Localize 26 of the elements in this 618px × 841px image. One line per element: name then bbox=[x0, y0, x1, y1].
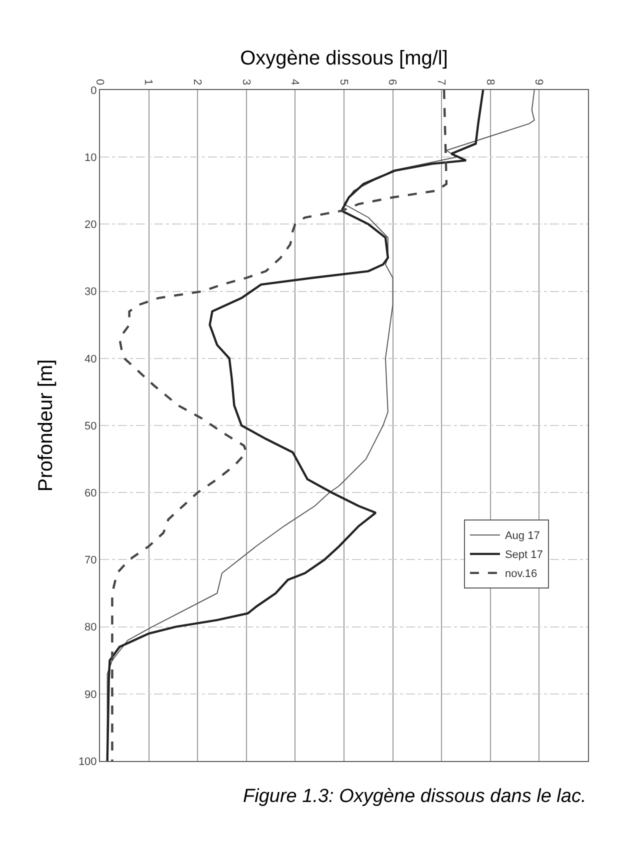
x-tick-label: 4 bbox=[288, 79, 301, 86]
x-tick-label: 7 bbox=[435, 79, 448, 86]
legend-label: Sept 17 bbox=[504, 549, 543, 562]
x-tick-label: 5 bbox=[337, 79, 350, 86]
legend-label: nov.16 bbox=[504, 568, 538, 580]
y-axis-title: Profondeur [m] bbox=[34, 359, 57, 492]
y-tick-label: 70 bbox=[84, 554, 97, 567]
x-tick-label: 6 bbox=[386, 79, 398, 86]
x-tick-label: 9 bbox=[532, 79, 545, 86]
x-axis-title: Oxygène dissous [mg/l] bbox=[240, 48, 448, 70]
y-tick-label: 100 bbox=[78, 756, 97, 768]
caption: Figure 1.3: Oxygène dissous dans le lac. bbox=[243, 786, 586, 807]
x-tick-label: 8 bbox=[484, 79, 496, 86]
y-tick-label: 80 bbox=[84, 622, 97, 634]
x-tick-label: 1 bbox=[142, 79, 154, 86]
y-tick-label: 60 bbox=[84, 487, 97, 500]
y-tick-label: 10 bbox=[84, 152, 97, 164]
x-tick-label: 2 bbox=[191, 79, 204, 86]
x-tick-label: 0 bbox=[93, 79, 106, 86]
y-tick-label: 20 bbox=[84, 219, 97, 232]
x-tick-label: 3 bbox=[240, 79, 252, 86]
y-tick-label: 90 bbox=[84, 688, 97, 701]
y-tick-label: 30 bbox=[84, 286, 97, 298]
y-tick-label: 40 bbox=[84, 353, 97, 366]
y-tick-label: 50 bbox=[84, 420, 97, 432]
legend-label: Aug 17 bbox=[504, 530, 540, 542]
